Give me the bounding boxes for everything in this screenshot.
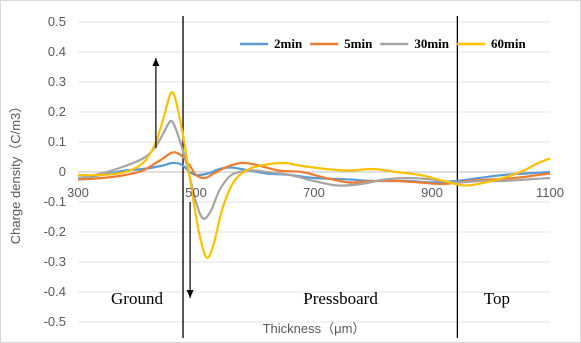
legend-label-2min: 2min bbox=[274, 36, 303, 51]
series-lines bbox=[77, 91, 551, 259]
x-tick-label: 1100 bbox=[536, 185, 564, 200]
y-tick-label: 0 bbox=[59, 164, 66, 179]
region-labels: Ground Pressboard Top bbox=[111, 289, 510, 308]
trend-arrows bbox=[152, 58, 194, 298]
series-line-60min bbox=[77, 91, 551, 259]
y-tick-labels: 0.5 0.4 0.3 0.2 0.1 0 -0.1 -0.2 -0.3 -0.4 -0.5 bbox=[44, 14, 66, 329]
x-tick-label: 700 bbox=[303, 185, 325, 200]
legend-label-5min: 5min bbox=[344, 36, 373, 51]
arrow-head-up bbox=[152, 58, 160, 66]
x-tick-labels: 300 500 700 900 1100 bbox=[67, 185, 564, 200]
region-label-pressboard: Pressboard bbox=[303, 289, 378, 308]
y-tick-label: -0.2 bbox=[44, 224, 66, 239]
x-tick-label: 300 bbox=[67, 185, 89, 200]
region-boundaries bbox=[182, 16, 459, 338]
x-axis-title: Thickness（μm） bbox=[263, 321, 366, 336]
y-tick-label: -0.3 bbox=[44, 254, 66, 269]
region-label-ground: Ground bbox=[111, 289, 163, 308]
arrow-head-down bbox=[186, 290, 194, 298]
y-axis-title: Charge density（C/m3） bbox=[8, 100, 23, 245]
gridlines bbox=[78, 21, 550, 323]
y-tick-label: 0.4 bbox=[48, 44, 66, 59]
y-tick-label: 0.3 bbox=[48, 74, 66, 89]
y-tick-label: -0.4 bbox=[44, 284, 66, 299]
y-tick-label: -0.1 bbox=[44, 194, 66, 209]
y-tick-label: 0.2 bbox=[48, 104, 66, 119]
y-tick-label: 0.5 bbox=[48, 14, 66, 29]
series-line-30min bbox=[77, 119, 551, 220]
region-label-top: Top bbox=[484, 289, 510, 308]
y-tick-label: -0.5 bbox=[44, 314, 66, 329]
y-tick-label: 0.1 bbox=[48, 134, 66, 149]
x-tick-label: 900 bbox=[421, 185, 443, 200]
x-tick-label: 500 bbox=[185, 185, 207, 200]
legend-label-30min: 30min bbox=[414, 36, 449, 51]
legend-label-60min: 60min bbox=[491, 36, 526, 51]
legend: 2min 5min 30min 60min bbox=[240, 36, 526, 51]
